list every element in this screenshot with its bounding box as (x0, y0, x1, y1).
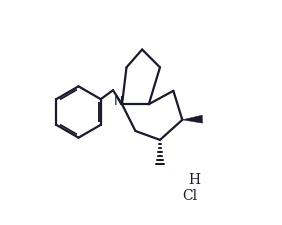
Text: H: H (189, 172, 201, 186)
Text: Cl: Cl (182, 188, 198, 202)
Polygon shape (182, 116, 202, 124)
Text: N: N (113, 94, 123, 107)
